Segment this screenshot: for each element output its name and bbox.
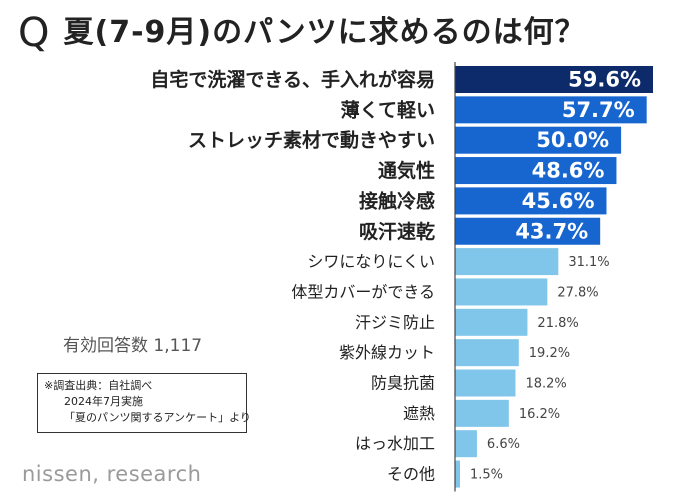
category-label-7: シワになりにくい (307, 252, 435, 271)
value-label-12: 16.2% (519, 407, 560, 422)
value-label-9: 21.8% (537, 316, 578, 331)
category-label-11: 防臭抗菌 (371, 374, 435, 393)
sample-size: 有効回答数 1,117 (63, 336, 203, 356)
category-label-13: はっ水加工 (355, 434, 435, 453)
bar-7 (455, 248, 559, 276)
bar-2 (455, 96, 647, 124)
bar-4 (455, 157, 617, 185)
bar-6 (455, 217, 601, 245)
value-label-7: 31.1% (568, 255, 609, 270)
title-text: 夏(7-9月)のパンツに求めるのは何？ (63, 15, 586, 50)
brand-logo: nissen, research (22, 462, 202, 486)
category-label-10: 紫外線カット (339, 343, 435, 362)
bar-12 (455, 399, 509, 427)
source-line-3: 「夏のパンツ関するアンケート」より (64, 411, 251, 424)
category-label-9: 汗ジミ防止 (355, 313, 435, 332)
category-label-5: 接触冷感 (359, 189, 435, 212)
source-note: ※調査出典：自社調べ 2024年7月実施 「夏のパンツ関するアンケート」より (37, 373, 251, 433)
bar-1 (455, 66, 653, 93)
category-label-12: 遮熱 (403, 404, 435, 423)
value-label-8: 27.8% (557, 285, 598, 300)
category-label-2: 薄くて軽い (341, 99, 435, 121)
category-label-4: 通気性 (378, 159, 435, 182)
value-label-1: 59.6% (568, 68, 641, 92)
value-label-6: 43.7% (515, 219, 588, 243)
value-label-14: 1.5% (470, 468, 503, 483)
value-label-13: 6.6% (487, 437, 520, 452)
chart-title: Q 夏(7-9月)のパンツに求めるのは何？ (18, 8, 586, 58)
bar-3 (455, 126, 622, 154)
value-label-4: 48.6% (532, 159, 605, 183)
category-label-8: 体型カバーができる (291, 282, 435, 301)
bar-5 (455, 187, 607, 215)
q-mark: Q (18, 10, 50, 56)
category-label-1: 自宅で洗濯できる、手入れが容易 (150, 68, 435, 91)
category-label-14: その他 (387, 465, 435, 484)
bar-10 (455, 339, 519, 367)
value-label-2: 57.7% (562, 98, 635, 122)
value-label-3: 50.0% (536, 128, 609, 152)
category-label-3: ストレッチ素材で動きやすい (188, 129, 435, 152)
source-line-2: 2024年7月実施 (64, 395, 143, 408)
value-label-10: 19.2% (529, 346, 570, 361)
bar-14 (455, 460, 460, 488)
bar-13 (455, 430, 477, 458)
value-label-5: 45.6% (522, 189, 595, 213)
category-label-6: 吸汗速乾 (359, 220, 435, 243)
bar-11 (455, 369, 516, 397)
bar-8 (455, 278, 548, 306)
source-line-1: ※調査出典：自社調べ (44, 379, 153, 392)
value-label-11: 18.2% (525, 377, 566, 392)
bar-9 (455, 308, 528, 336)
